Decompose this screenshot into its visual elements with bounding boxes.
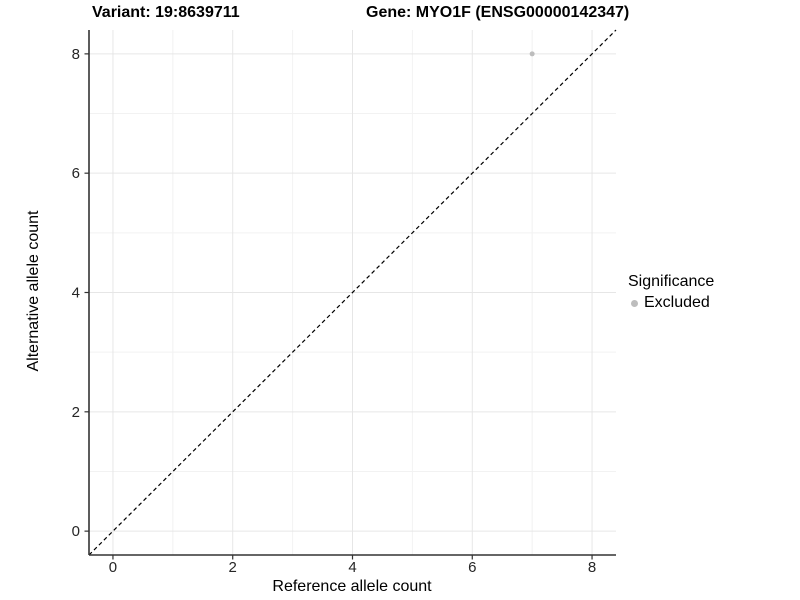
gene-title: Gene: MYO1F (ENSG00000142347) <box>366 4 630 21</box>
data-point <box>529 51 535 57</box>
x-tick-label: 2 <box>229 559 237 576</box>
y-tick-label: 6 <box>72 165 80 182</box>
variant-title: Variant: 19:8639711 <box>92 4 240 21</box>
identity-line <box>88 29 617 556</box>
x-tick-label: 0 <box>109 559 117 576</box>
y-tick-label: 2 <box>72 404 80 421</box>
excluded-point-icon <box>631 299 638 307</box>
x-axis-title: Reference allele count <box>272 578 432 595</box>
y-axis-title: Alternative allele count <box>25 210 42 372</box>
legend-item-label: Excluded <box>644 294 710 311</box>
legend-title: Significance <box>628 273 715 290</box>
x-tick-label: 8 <box>588 559 596 576</box>
legend: Significance Excluded <box>628 273 714 312</box>
x-tick-label: 4 <box>348 559 356 576</box>
x-tick-label: 6 <box>468 559 476 576</box>
legend-item-excluded: Excluded <box>628 294 714 312</box>
y-tick-label: 8 <box>72 46 80 63</box>
y-tick-label: 4 <box>72 285 80 302</box>
y-tick-label: 0 <box>72 523 80 540</box>
